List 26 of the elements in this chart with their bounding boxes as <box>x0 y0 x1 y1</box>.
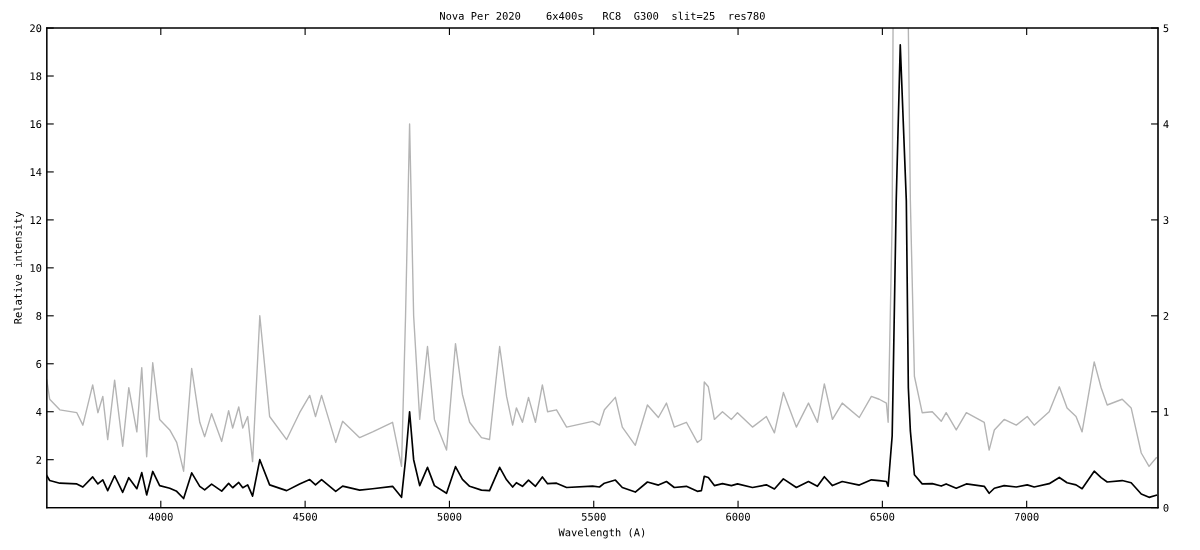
y-tick-label: 4 <box>36 408 42 416</box>
y-tick-label: 16 <box>30 120 42 129</box>
x-axis-title: Wavelength (A) <box>558 528 645 539</box>
x-tick-label: 6000 <box>726 512 750 521</box>
chart-title: Nova Per 2020 6x400s RC8 G300 slit=25 res780 <box>440 11 765 20</box>
y2-tick-label: 3 <box>1163 216 1169 225</box>
x-tick-label: 5500 <box>581 512 606 521</box>
y-tick-label: 20 <box>30 24 42 33</box>
y-tick-label: 12 <box>30 216 42 224</box>
y-tick-label: 18 <box>30 72 42 81</box>
y2-tick-label: 0 <box>1163 503 1169 512</box>
x-tick-label: 5000 <box>437 512 462 521</box>
x-tick-label: 4000 <box>148 512 173 521</box>
y-tick-label: 8 <box>36 312 42 320</box>
x-tick-label: 4500 <box>293 512 317 521</box>
y-tick-label: 2 <box>36 455 42 464</box>
y-tick-label: 14 <box>30 168 42 176</box>
y-axis-title: Relative intensity <box>13 211 24 324</box>
y2-tick-label: 4 <box>1163 120 1169 128</box>
y2-tick-label: 2 <box>1163 312 1169 320</box>
x-tick-label: 7000 <box>1014 512 1039 521</box>
y2-tick-label: 5 <box>1163 24 1169 33</box>
y-tick-label: 10 <box>30 264 42 272</box>
x-tick-label: 6500 <box>870 512 895 521</box>
y2-tick-label: 1 <box>1164 408 1169 416</box>
y-tick-label: 6 <box>36 360 42 368</box>
